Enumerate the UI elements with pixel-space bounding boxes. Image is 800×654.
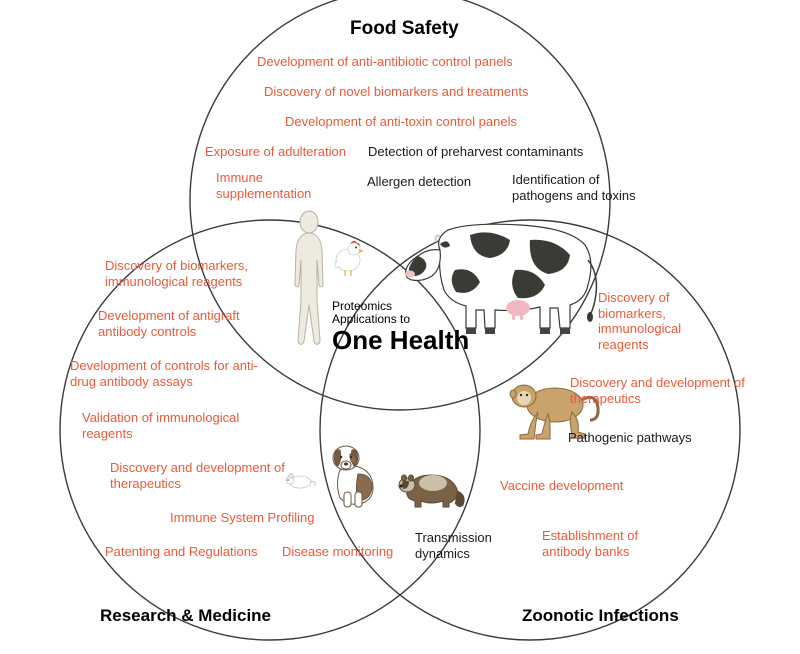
venn-label: Discovery of novel biomarkers and treatm…: [264, 84, 528, 100]
center-subtitle: Proteomics Applications to: [332, 300, 432, 325]
heading-text: Research & Medicine: [100, 606, 271, 625]
center-title: One Health: [332, 327, 472, 354]
venn-label: Patenting and Regulations: [105, 544, 258, 560]
venn-label: Development of controls for anti-drug an…: [70, 358, 260, 389]
venn-label: Pathogenic pathways: [568, 430, 692, 446]
venn-label: Discovery and development of therapeutic…: [570, 375, 750, 406]
venn-canvas: Food Safety Research & Medicine Zoonotic…: [0, 0, 800, 654]
venn-label: Allergen detection: [367, 174, 471, 190]
chicken-icon: [332, 238, 364, 276]
venn-label: Immune supplementation: [216, 170, 316, 201]
venn-label: Discovery of biomarkers, immunological r…: [105, 258, 265, 289]
venn-label: Development of antigraft antibody contro…: [98, 308, 268, 339]
venn-label: Validation of immunological reagents: [82, 410, 262, 441]
venn-label: Discovery and development of therapeutic…: [110, 460, 310, 491]
center-label: Proteomics Applications to One Health: [332, 300, 472, 354]
venn-label: Identification of pathogens and toxins: [512, 172, 642, 203]
venn-label: Exposure of adulteration: [205, 144, 346, 160]
heading-zoonotic-infections: Zoonotic Infections: [522, 606, 679, 626]
heading-text: Zoonotic Infections: [522, 606, 679, 625]
venn-label: Vaccine development: [500, 478, 623, 494]
heading-research-medicine: Research & Medicine: [100, 606, 271, 626]
venn-label: Disease monitoring: [282, 544, 393, 560]
ferret-icon: [395, 455, 465, 510]
venn-label: Development of anti-toxin control panels: [285, 114, 517, 130]
venn-label: Discovery of biomarkers, immunological r…: [598, 290, 718, 352]
venn-label: Transmission dynamics: [415, 530, 510, 561]
venn-label: Development of anti-antibiotic control p…: [257, 54, 513, 70]
heading-text: Food Safety: [350, 18, 459, 39]
center-title-text: One Health: [332, 325, 469, 355]
heading-food-safety: Food Safety: [350, 18, 459, 40]
center-sub-text: Proteomics Applications to: [332, 299, 410, 326]
venn-label: Immune System Profiling: [170, 510, 315, 526]
dog-icon: [320, 440, 385, 510]
human-icon: [284, 210, 334, 350]
venn-label: Establishment of antibody banks: [542, 528, 672, 559]
venn-label: Detection of preharvest contaminants: [368, 144, 583, 160]
